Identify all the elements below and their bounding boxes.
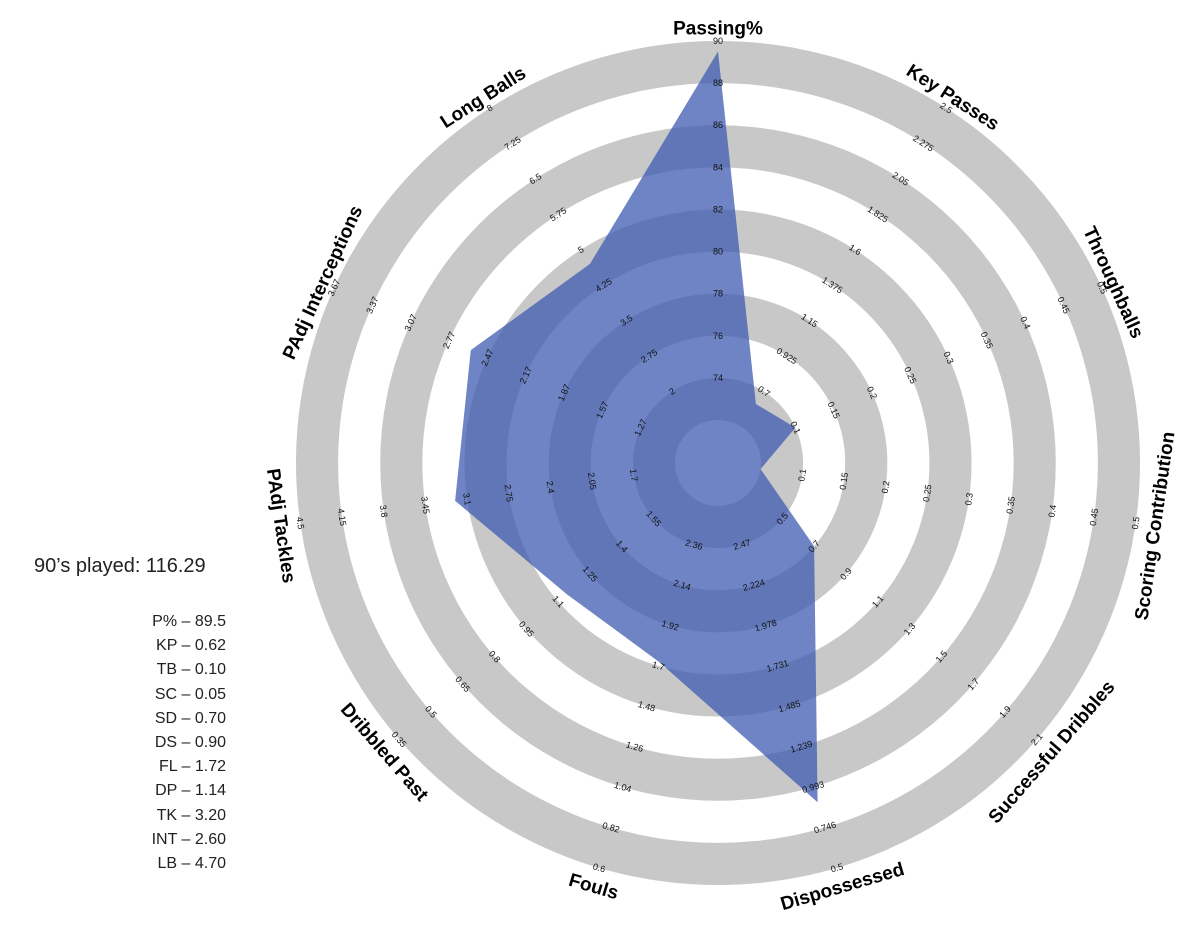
tick-label: 2.4	[545, 480, 557, 494]
tick-label: 2.75	[503, 484, 515, 503]
tick-label: 1.92	[660, 618, 680, 633]
tick-label: 86	[713, 120, 723, 130]
tick-label: 0.2	[865, 385, 879, 401]
tick-label: 76	[713, 331, 723, 341]
stats-list: P% – 89.5 KP – 0.62 TB – 0.10 SC – 0.05 …	[152, 610, 226, 876]
tick-label: 2	[667, 386, 677, 397]
tick-label: 0.3	[941, 350, 955, 366]
tick-label: 2.05	[586, 472, 598, 491]
tick-label: 0.15	[838, 472, 850, 491]
tick-label: 0.3	[963, 492, 975, 506]
tick-label: 0.4	[1018, 315, 1032, 331]
player-area-polygon	[455, 51, 818, 803]
tick-label: 3.1	[461, 492, 473, 506]
tick-label: 0.1	[796, 468, 808, 482]
stat-tackles: TK – 3.20	[156, 806, 226, 824]
tick-label: 0.35	[1005, 496, 1017, 515]
tick-label: 8	[485, 102, 495, 113]
stat-fouls: FL – 1.72	[158, 758, 226, 776]
tick-label: 2.36	[684, 537, 704, 552]
tick-label: 1.26	[625, 739, 645, 754]
axis-label: Fouls	[566, 870, 621, 904]
stat-dispossessed: DS – 0.90	[154, 733, 226, 751]
tick-label: 4.15	[336, 508, 348, 527]
tick-label: 4.5	[294, 516, 306, 530]
stat-dribbled-past: DP – 1.14	[155, 782, 226, 800]
axis-label: Passing%	[673, 19, 763, 40]
tick-label: 0.45	[1088, 508, 1100, 527]
tick-label: 1.04	[613, 780, 633, 795]
nineties-played: 90’s played: 116.29	[34, 555, 206, 577]
axis-label: PAdj Tackles	[262, 467, 299, 584]
tick-label: 1.48	[637, 699, 657, 714]
stat-interceptions: INT – 2.60	[151, 830, 226, 848]
tick-label: 80	[713, 247, 723, 257]
stat-key-passes: KP – 0.62	[156, 637, 226, 655]
stat-long-balls: LB – 4.70	[157, 854, 227, 872]
stat-scoring-contribution: SC – 0.05	[154, 685, 226, 703]
tick-label: 5	[576, 244, 586, 255]
player-area	[455, 51, 818, 803]
tick-label: 84	[713, 162, 723, 172]
tick-label: 0.5	[1130, 516, 1142, 530]
tick-label: 0.5	[1095, 280, 1109, 296]
tick-label: 2.47	[732, 537, 752, 552]
tick-label: 88	[713, 78, 723, 88]
tick-label: 1.7	[651, 659, 666, 672]
tick-label: 3.45	[419, 496, 431, 515]
tick-label: 1.7	[628, 468, 640, 482]
tick-label: 90	[713, 36, 723, 46]
tick-label: 82	[713, 204, 723, 214]
tick-label: 0.6	[592, 861, 607, 874]
tick-label: 0.2	[880, 480, 892, 494]
tick-label: 2.14	[672, 578, 692, 593]
tick-label: 78	[713, 289, 723, 299]
tick-label: 0.25	[921, 484, 933, 503]
stat-throughballs: TB – 0.10	[156, 661, 226, 679]
stats-panel: 90’s played: 116.29 P% – 89.5 KP – 0.62 …	[0, 0, 240, 928]
tick-label: 3.8	[378, 504, 390, 518]
tick-label: 0.82	[601, 820, 621, 835]
tick-label: 0.5	[829, 861, 844, 874]
tick-label: 0.4	[1046, 504, 1058, 518]
stat-passing: P% – 89.5	[152, 613, 226, 630]
tick-label: 0.1	[788, 420, 802, 436]
tick-label: 74	[713, 373, 723, 383]
stat-successful-dribbles: SD – 0.70	[154, 709, 226, 727]
